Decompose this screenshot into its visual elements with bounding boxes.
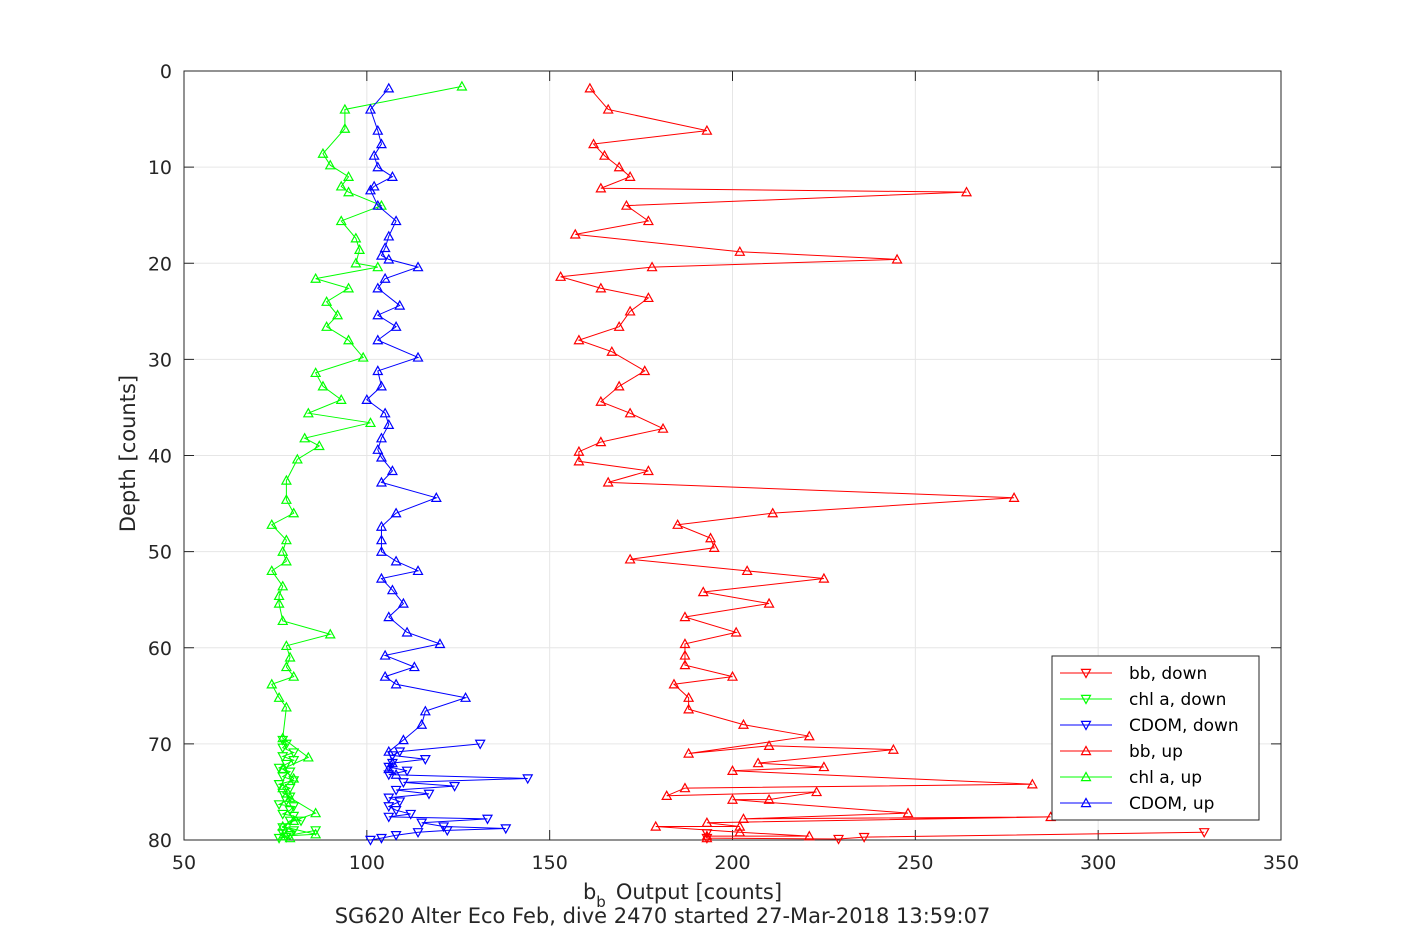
x-tick-label: 50	[172, 852, 196, 874]
legend-entry: chl a, down	[1129, 690, 1226, 710]
y-tick-label: 10	[148, 157, 172, 179]
x-axis-label-text: Output [counts]	[616, 880, 782, 904]
x-tick-label: 200	[714, 852, 750, 874]
x-tick-label: 100	[349, 852, 385, 874]
y-axis-label: Depth [counts]	[116, 375, 140, 532]
legend-entry: bb, down	[1129, 664, 1207, 684]
y-tick-label: 60	[148, 638, 172, 660]
y-tick-label: 80	[148, 830, 172, 852]
legend: bb, down chl a, down CDOM, down bb, up chl a…	[1052, 656, 1259, 820]
legend-entry: chl a, up	[1129, 768, 1202, 788]
x-axis-label-prefix: b	[583, 880, 596, 904]
y-tick-label: 50	[148, 542, 172, 564]
chart-caption: SG620 Alter Eco Feb, dive 2470 started 2…	[335, 904, 991, 928]
legend-entry: CDOM, down	[1129, 716, 1239, 736]
y-tick-label: 40	[148, 446, 172, 468]
x-tick-label: 250	[897, 852, 933, 874]
legend-entry: bb, up	[1129, 742, 1183, 762]
legend-entry: CDOM, up	[1129, 794, 1214, 814]
x-tick-label: 350	[1263, 852, 1299, 874]
y-tick-label: 0	[160, 61, 172, 83]
x-tick-label: 150	[532, 852, 568, 874]
x-tick-label: 300	[1080, 852, 1116, 874]
y-tick-label: 30	[148, 349, 172, 371]
y-tick-label: 20	[148, 253, 172, 275]
y-tick-label: 70	[148, 734, 172, 756]
